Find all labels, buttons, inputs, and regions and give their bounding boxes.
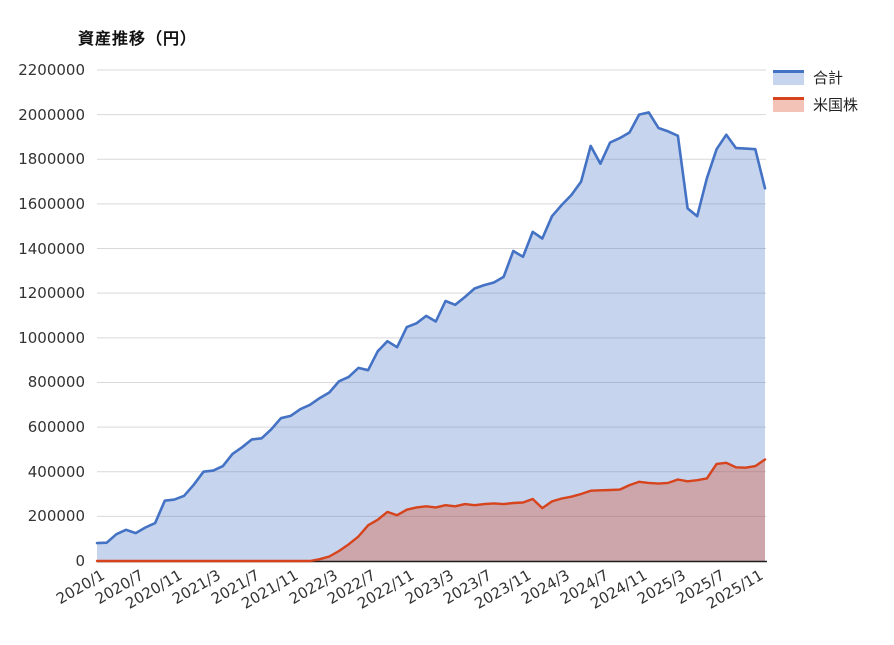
y-tick-label: 0 — [75, 552, 85, 570]
y-tick-label: 800000 — [27, 373, 85, 392]
legend-fill-sample — [773, 72, 804, 85]
legend-fill-sample — [773, 99, 804, 112]
chart-title: 資産推移（円） — [78, 29, 198, 48]
y-tick-label: 1800000 — [18, 150, 85, 169]
series-line-total — [95, 111, 767, 545]
legend-line-sample — [773, 69, 804, 73]
legend-label: 米国株 — [813, 95, 859, 114]
y-tick-label: 1200000 — [18, 284, 85, 303]
series-line-us-stocks — [95, 458, 767, 563]
y-tick-label: 2200000 — [18, 61, 85, 79]
y-tick-label: 400000 — [27, 462, 85, 481]
legend: 合計 米国株 — [773, 66, 858, 120]
legend-swatch-us-stocks — [773, 96, 804, 112]
legend-item-total: 合計 — [773, 66, 858, 88]
y-tick-label: 1000000 — [18, 328, 85, 347]
y-tick-label: 2000000 — [18, 105, 85, 124]
legend-item-us-stocks: 米国株 — [773, 93, 858, 115]
legend-label: 合計 — [813, 68, 844, 87]
y-tick-label: 1600000 — [18, 194, 85, 213]
y-tick-label: 200000 — [27, 507, 85, 526]
series-area-us-stocks — [97, 459, 765, 561]
y-tick-label: 1400000 — [18, 239, 85, 258]
series-area-total — [97, 112, 765, 562]
legend-swatch-total — [773, 69, 804, 85]
legend-line-sample — [773, 96, 804, 100]
y-tick-label: 600000 — [27, 418, 85, 437]
